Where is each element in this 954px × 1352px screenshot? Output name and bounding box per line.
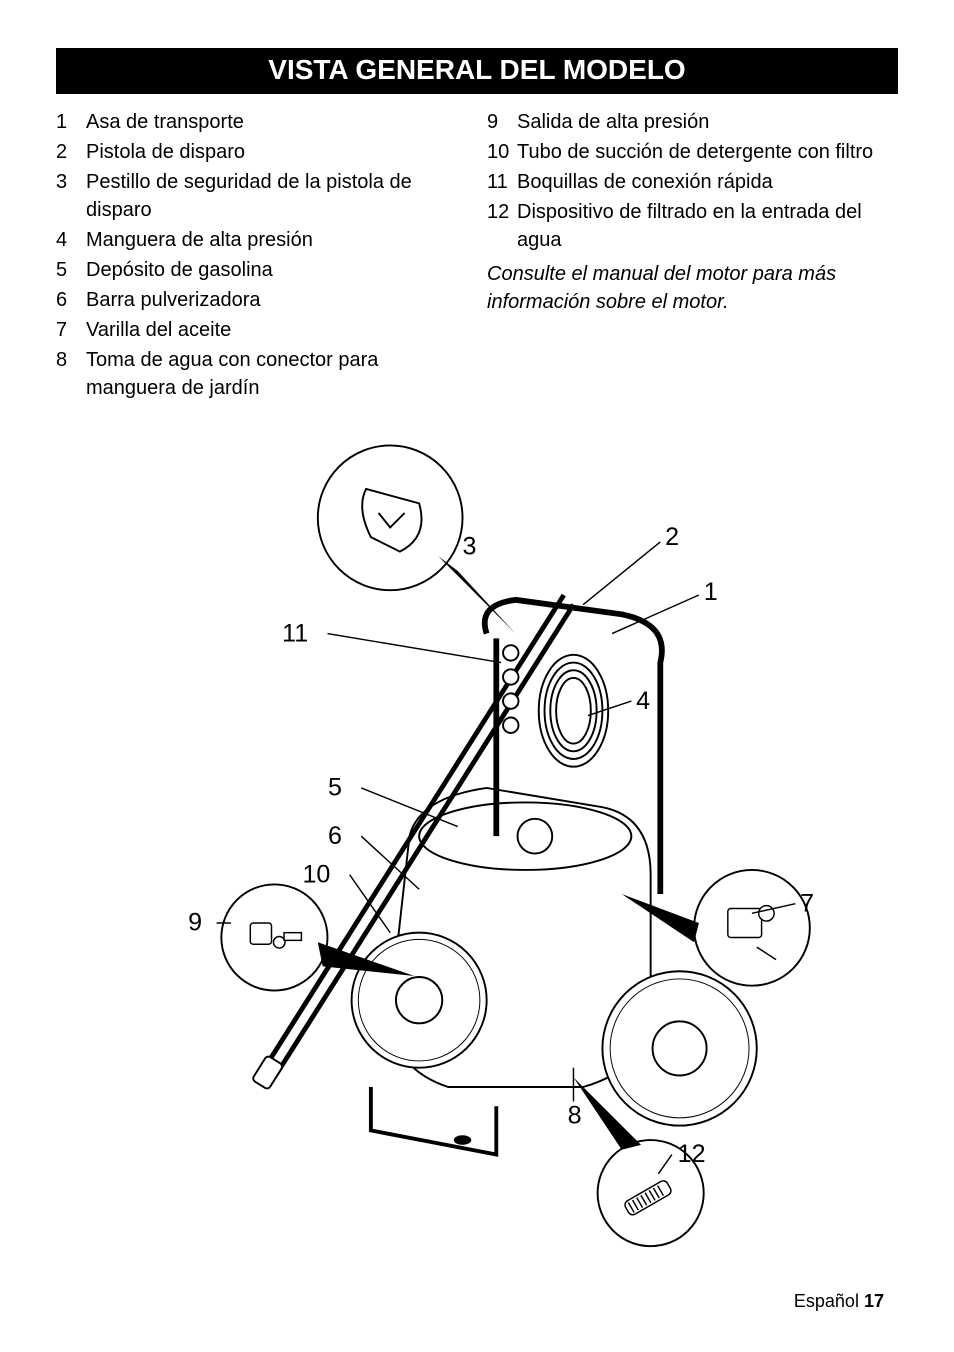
list-item: 10 Tubo de succión de detergente con fil… [487, 138, 898, 166]
list-number: 1 [56, 108, 86, 136]
callout-10-label: 10 [302, 860, 330, 888]
list-item: 7 Varilla del aceite [56, 316, 467, 344]
list-text: Pistola de disparo [86, 138, 467, 166]
list-text: Tubo de succión de detergente con filtro [517, 138, 898, 166]
callout-9-label: 9 [188, 909, 202, 937]
list-item: 6 Barra pulverizadora [56, 286, 467, 314]
section-title: VISTA GENERAL DEL MODELO [268, 54, 685, 85]
callout-6-label: 6 [328, 822, 342, 850]
list-text: Asa de transporte [86, 108, 467, 136]
callout-11-label: 11 [282, 619, 308, 647]
list-item: 1 Asa de transporte [56, 108, 467, 136]
callout-7-label: 7 [800, 889, 814, 917]
list-text: Manguera de alta presión [86, 226, 467, 254]
callout-5-label: 5 [328, 774, 342, 802]
diagram-svg: 1 2 3 4 5 6 7 8 9 10 11 12 [67, 431, 887, 1251]
list-number: 4 [56, 226, 86, 254]
page-footer: Español 17 [794, 1291, 884, 1312]
list-item: 4 Manguera de alta presión [56, 226, 467, 254]
list-note: Consulte el manual del motor para más in… [487, 260, 898, 316]
footer-page-number: 17 [864, 1291, 884, 1311]
list-number: 9 [487, 108, 517, 136]
callout-12-label: 12 [678, 1140, 706, 1168]
list-number: 10 [487, 138, 517, 166]
list-text: Toma de agua con conector para manguera … [86, 346, 467, 402]
leader-11 [327, 634, 501, 663]
section-header: VISTA GENERAL DEL MODELO [56, 48, 898, 94]
leader-4 [588, 701, 631, 715]
callout-2-label: 2 [665, 523, 679, 551]
list-item: 9 Salida de alta presión [487, 108, 898, 136]
list-text: Barra pulverizadora [86, 286, 467, 314]
list-number: 6 [56, 286, 86, 314]
callout-8-label: 8 [568, 1102, 582, 1130]
list-text: Boquillas de conexión rápida [517, 168, 898, 196]
list-text: Salida de alta presión [517, 108, 898, 136]
list-number: 7 [56, 316, 86, 344]
list-text: Dispositivo de filtrado en la entrada de… [517, 198, 898, 254]
leader-2 [583, 542, 660, 605]
parts-list-right: 9 Salida de alta presión 10 Tubo de succ… [487, 108, 898, 404]
list-text: Depósito de gasolina [86, 256, 467, 284]
list-number: 8 [56, 346, 86, 402]
list-text: Pestillo de seguridad de la pistola de d… [86, 168, 467, 224]
list-item: 12 Dispositivo de filtrado en la entrada… [487, 198, 898, 254]
list-item: 5 Depósito de gasolina [56, 256, 467, 284]
list-number: 5 [56, 256, 86, 284]
list-number: 3 [56, 168, 86, 224]
parts-list-left: 1 Asa de transporte 2 Pistola de disparo… [56, 108, 467, 404]
parts-list: 1 Asa de transporte 2 Pistola de disparo… [56, 108, 898, 404]
footer-language: Español [794, 1291, 859, 1311]
callout-4-label: 4 [636, 687, 650, 715]
callout-1-label: 1 [704, 578, 718, 606]
list-number: 2 [56, 138, 86, 166]
list-number: 11 [487, 168, 517, 196]
list-item: 2 Pistola de disparo [56, 138, 467, 166]
model-diagram: 1 2 3 4 5 6 7 8 9 10 11 12 [0, 400, 954, 1282]
list-item: 11 Boquillas de conexión rápida [487, 168, 898, 196]
callout-3-label: 3 [463, 532, 477, 560]
list-text: Varilla del aceite [86, 316, 467, 344]
list-item: 8 Toma de agua con conector para manguer… [56, 346, 467, 402]
list-item: 3 Pestillo de seguridad de la pistola de… [56, 168, 467, 224]
list-number: 12 [487, 198, 517, 254]
